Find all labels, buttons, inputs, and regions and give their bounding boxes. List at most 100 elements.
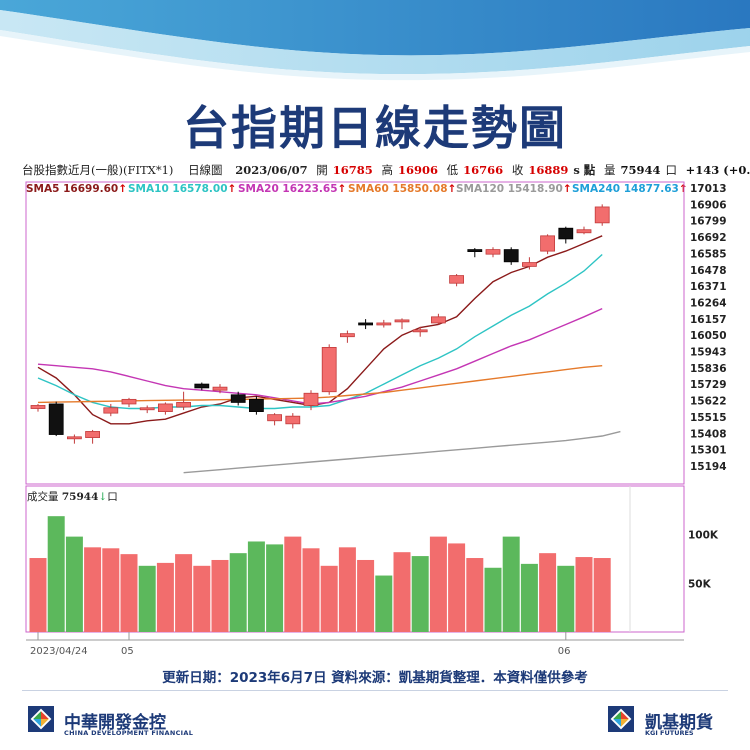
y-tick-label: 16478 bbox=[690, 265, 727, 277]
candle-body bbox=[248, 398, 264, 412]
candle-body bbox=[212, 386, 228, 391]
volume-bar bbox=[175, 554, 193, 632]
sma60-legend: SMA60 15850.08↑ bbox=[348, 183, 456, 195]
volume-bar bbox=[357, 559, 375, 632]
candle-body bbox=[103, 407, 119, 414]
price-axis-ticks: 17013 16906 16799 16692 16585 16478 16371 16264… bbox=[690, 183, 727, 473]
volume-bar bbox=[484, 567, 502, 632]
candle-body bbox=[376, 322, 392, 326]
source-note: 更新日期：2023年6月7日 資料來源：凱基期貨整理．本資料僅供參考 bbox=[162, 670, 588, 686]
sma-legend: SMA5 16699.60↑ SMA10 16578.00↑ SMA20 162… bbox=[26, 183, 688, 199]
sma-line-sma60 bbox=[37, 365, 603, 404]
candle-body bbox=[67, 436, 82, 440]
quote-info-bar: 台股指數近月(一般)(FITX*1) 日線圖 2023/06/07 開 16785… bbox=[22, 162, 750, 180]
y-tick-label: 15729 bbox=[690, 379, 727, 391]
sma120-label: SMA120 bbox=[456, 183, 505, 195]
sma20-label: SMA20 bbox=[238, 183, 279, 195]
sma10-value: 16578.00 bbox=[172, 183, 228, 195]
candle-body bbox=[267, 414, 283, 422]
close-suffix: s 點 bbox=[573, 163, 596, 177]
volume-bar bbox=[466, 558, 484, 632]
volume-tick-label: 50K bbox=[688, 578, 712, 590]
candle-body bbox=[449, 275, 465, 284]
kgi-logo-english: KGI FUTURES bbox=[645, 729, 694, 737]
sma60-value: 15850.08 bbox=[392, 183, 448, 195]
candle-body bbox=[540, 235, 555, 252]
candle-body bbox=[412, 329, 428, 333]
volume-header-label: 成交量 bbox=[27, 491, 59, 503]
candle-body bbox=[176, 402, 192, 408]
footer-divider bbox=[22, 690, 728, 691]
sma-line-sma120 bbox=[183, 430, 621, 474]
volume-bar bbox=[302, 548, 320, 632]
open-value: 16785 bbox=[332, 163, 373, 177]
candle-body bbox=[230, 394, 246, 403]
candle-body bbox=[594, 206, 610, 224]
close-value: 16889 bbox=[528, 163, 569, 177]
close-label: 收 bbox=[511, 163, 524, 177]
low-label: 低 bbox=[446, 163, 459, 177]
y-tick-label: 15622 bbox=[690, 396, 727, 408]
candle-body bbox=[467, 249, 483, 252]
volume-bars bbox=[29, 516, 611, 632]
cdf-logo-english: CHINA DEVELOPMENT FINANCIAL bbox=[64, 729, 194, 737]
sma240-legend: SMA240 14877.63↑ bbox=[572, 183, 688, 195]
volume-bar bbox=[393, 552, 411, 632]
y-tick-label: 15301 bbox=[690, 445, 727, 457]
volume-bar bbox=[47, 516, 65, 632]
candle-body bbox=[503, 249, 519, 263]
cdf-logo-name: 中華開發金控 bbox=[64, 713, 166, 733]
volume-value: 75944 bbox=[620, 163, 661, 177]
y-tick-label: 17013 bbox=[690, 183, 727, 195]
volume-label: 量 bbox=[603, 163, 616, 177]
chart-period: 日線圖 bbox=[188, 163, 223, 177]
volume-bar bbox=[502, 536, 520, 632]
high-label: 高 bbox=[381, 163, 393, 177]
x-tick-label: 05 bbox=[121, 646, 134, 657]
volume-bar bbox=[102, 548, 120, 632]
sma-line-sma5 bbox=[37, 235, 603, 425]
arrow-up-icon: ↑ bbox=[337, 183, 347, 195]
candle-body bbox=[394, 319, 410, 323]
volume-unit: 口 bbox=[665, 163, 677, 177]
y-tick-label: 16264 bbox=[690, 297, 727, 309]
y-tick-label: 16050 bbox=[690, 330, 727, 342]
candle-body bbox=[121, 398, 137, 405]
candle-body bbox=[576, 229, 592, 234]
volume-bar bbox=[266, 544, 284, 632]
volume-bar bbox=[84, 547, 102, 632]
candle-body bbox=[285, 415, 301, 425]
page-title: 台指期日線走勢圖 bbox=[183, 101, 567, 155]
y-tick-label: 15515 bbox=[690, 412, 727, 424]
volume-bar bbox=[229, 553, 247, 632]
candle-body bbox=[558, 227, 574, 240]
kgi-logo-icon bbox=[608, 706, 634, 732]
arrow-up-icon: ↑ bbox=[678, 183, 688, 195]
y-tick-label: 15408 bbox=[690, 428, 727, 440]
x-tick-label: 2023/04/24 bbox=[30, 646, 88, 657]
arrow-up-icon: ↑ bbox=[118, 183, 128, 195]
volume-bar bbox=[120, 554, 138, 632]
y-tick-label: 16585 bbox=[690, 248, 727, 260]
candle-body bbox=[358, 322, 374, 326]
volume-bar bbox=[156, 562, 174, 632]
price-change: +143 (+0.85%) bbox=[685, 163, 750, 177]
volume-header-unit: 口 bbox=[107, 491, 118, 503]
arrow-up-icon: ↑ bbox=[562, 183, 572, 195]
volume-bar bbox=[193, 565, 211, 632]
sma10-legend: SMA10 16578.00↑ bbox=[128, 183, 236, 195]
volume-axis-ticks: 100K 50K bbox=[688, 530, 719, 591]
volume-bar bbox=[429, 536, 447, 632]
kgi-logo-name: 凱基期貨 bbox=[645, 713, 713, 733]
arrow-down-icon: ↓ bbox=[98, 491, 108, 503]
volume-bar bbox=[338, 547, 356, 632]
volume-bar bbox=[29, 558, 47, 632]
y-tick-label: 16692 bbox=[690, 232, 727, 244]
candle-body bbox=[139, 407, 155, 411]
x-axis-ticks: 2023/04/24 05 06 bbox=[30, 632, 571, 657]
volume-bar bbox=[593, 558, 611, 632]
sma120-value: 15418.90 bbox=[507, 183, 563, 195]
sma5-legend: SMA5 16699.60↑ bbox=[26, 183, 127, 195]
arrow-up-icon: ↑ bbox=[227, 183, 237, 195]
